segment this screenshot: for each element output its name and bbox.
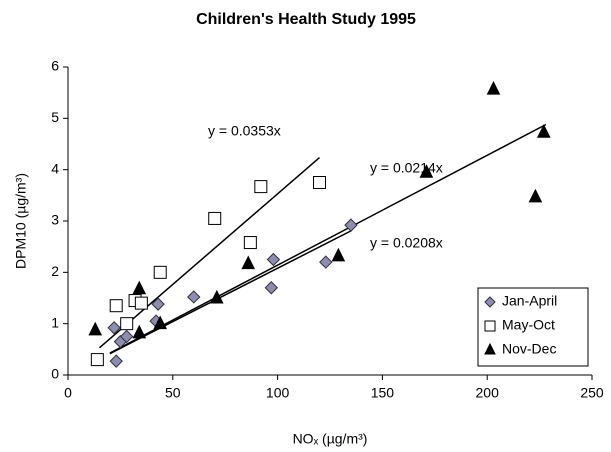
point bbox=[331, 247, 346, 262]
point bbox=[134, 296, 148, 310]
trendline-label: y = 0.0214x bbox=[370, 160, 443, 176]
point bbox=[266, 252, 281, 267]
legend-marker bbox=[484, 342, 496, 355]
y-tick-label: 5 bbox=[51, 109, 59, 125]
point bbox=[187, 290, 201, 304]
y-tick-label: 3 bbox=[51, 212, 59, 228]
legend-label: Nov-Dec bbox=[502, 341, 556, 357]
point bbox=[528, 188, 543, 203]
trendline-label: y = 0.0208x bbox=[370, 235, 443, 251]
x-axis-label: NOₓ (µg/m³) bbox=[293, 431, 368, 447]
point bbox=[486, 80, 501, 95]
point bbox=[254, 180, 268, 194]
x-tick-label: 150 bbox=[371, 385, 395, 401]
point bbox=[264, 281, 279, 295]
point bbox=[243, 236, 257, 250]
point bbox=[107, 321, 121, 335]
point bbox=[109, 354, 123, 368]
trendline-label: y = 0.0353x bbox=[208, 123, 281, 139]
point bbox=[153, 315, 168, 330]
y-tick-label: 0 bbox=[51, 366, 59, 382]
point bbox=[344, 218, 358, 232]
point bbox=[536, 124, 551, 138]
point bbox=[419, 164, 434, 178]
point bbox=[319, 255, 333, 269]
point bbox=[153, 265, 167, 279]
legend-marker bbox=[484, 296, 496, 308]
y-tick-label: 4 bbox=[51, 160, 59, 176]
point bbox=[120, 317, 134, 331]
x-tick-label: 100 bbox=[266, 385, 290, 401]
point bbox=[210, 289, 224, 304]
trendline bbox=[98, 156, 321, 349]
x-tick-label: 50 bbox=[165, 385, 181, 401]
y-tick-label: 1 bbox=[51, 314, 59, 330]
x-tick-label: 200 bbox=[476, 385, 500, 401]
point bbox=[119, 329, 134, 344]
legend-box bbox=[477, 287, 589, 367]
legend-label: Jan-April bbox=[502, 293, 557, 309]
y-tick-label: 6 bbox=[51, 58, 59, 74]
x-tick-label: 250 bbox=[580, 385, 604, 401]
trendline bbox=[109, 123, 547, 354]
chart-title: Children's Health Study 1995 bbox=[196, 11, 416, 28]
y-tick-label: 2 bbox=[51, 263, 59, 279]
point bbox=[132, 280, 147, 295]
point bbox=[151, 297, 165, 311]
point bbox=[208, 211, 222, 225]
point bbox=[90, 353, 104, 367]
y-axis-label: DPM10 (µg/m³) bbox=[13, 173, 29, 269]
point bbox=[88, 321, 103, 336]
point bbox=[313, 176, 327, 189]
point bbox=[241, 255, 256, 270]
trendline bbox=[109, 230, 352, 355]
point bbox=[109, 299, 123, 313]
legend-label: May-Oct bbox=[502, 317, 555, 333]
legend-marker bbox=[484, 320, 496, 332]
x-tick-label: 0 bbox=[64, 385, 72, 401]
point bbox=[132, 324, 147, 339]
